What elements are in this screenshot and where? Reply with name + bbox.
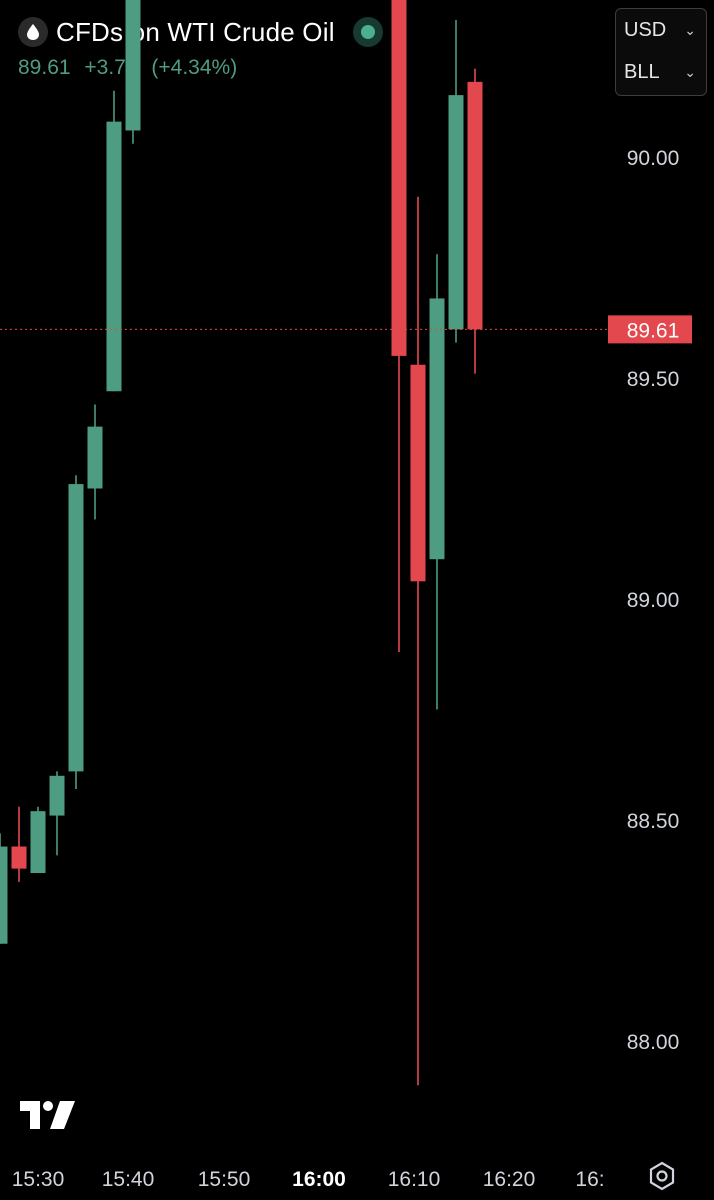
unit-dropdown[interactable]: BLL ⌄ [624, 57, 700, 87]
oil-drop-icon [18, 17, 48, 47]
chevron-down-icon: ⌄ [684, 21, 696, 38]
y-axis: 88.0088.5089.0089.5090.0090.5091.0091.50… [627, 147, 680, 1054]
currency-unit-selector: USD ⌄ BLL ⌄ [615, 8, 707, 96]
candle-body [467, 81, 483, 330]
y-tick-label: 90.00 [627, 147, 680, 170]
candle [106, 90, 122, 392]
candle [68, 475, 84, 790]
last-price-label-bg [608, 315, 692, 344]
candle-body [106, 121, 122, 392]
candle-body [87, 426, 103, 489]
settings-gear-icon[interactable] [646, 1160, 678, 1197]
candle [391, 0, 407, 653]
candle [125, 0, 141, 144]
candle-body [68, 484, 84, 772]
candle-body [49, 775, 65, 816]
unit-value: BLL [624, 60, 660, 83]
last-price: 89.61 [18, 56, 71, 79]
price-summary: 89.61 +3.73 (+4.34%) [18, 56, 383, 80]
candle-body [0, 846, 8, 944]
tradingview-logo[interactable] [20, 1101, 76, 1134]
currency-dropdown[interactable]: USD ⌄ [624, 15, 700, 45]
candle [410, 196, 426, 1086]
candle-body [391, 0, 407, 356]
candle-body [429, 298, 445, 560]
last-price-label: 89.61 [627, 319, 680, 342]
y-tick-label: 88.00 [627, 1031, 680, 1054]
candle-body [410, 364, 426, 582]
x-tick-label: 16: [575, 1168, 604, 1191]
candle-body [30, 811, 46, 874]
candle-body [448, 95, 464, 330]
candle-body [11, 846, 27, 869]
market-status-dot-icon[interactable] [352, 17, 383, 47]
last-price-line-group: 89.61 [0, 315, 692, 344]
candle [467, 68, 483, 374]
currency-value: USD [624, 18, 667, 41]
candle [11, 806, 27, 882]
chevron-down-icon: ⌄ [684, 63, 696, 80]
x-tick-label: 15:40 [102, 1168, 155, 1191]
x-tick-label: 16:20 [483, 1168, 536, 1191]
candle-body [125, 0, 141, 131]
candle [49, 771, 65, 856]
price-change-percent: (+4.34%) [151, 56, 238, 79]
x-tick-label: 16:00 [292, 1168, 346, 1191]
candle [429, 254, 445, 710]
chart-header: CFDs on WTI Crude Oil 89.61 +3.73 (+4.34… [18, 14, 383, 80]
candle [448, 19, 464, 343]
market-status-dot [360, 25, 375, 39]
title-row: CFDs on WTI Crude Oil [18, 14, 383, 50]
candles-group [0, 0, 483, 1086]
x-tick-label: 15:30 [12, 1168, 65, 1191]
candle [30, 806, 46, 874]
candle [87, 404, 103, 520]
x-tick-label: 15:50 [198, 1168, 251, 1191]
candle [0, 833, 8, 944]
y-tick-label: 89.00 [627, 589, 680, 612]
price-change: +3.73 [84, 56, 138, 79]
y-tick-label: 89.50 [627, 368, 680, 391]
y-tick-label: 88.50 [627, 810, 680, 833]
symbol-title[interactable]: CFDs on WTI Crude Oil [56, 16, 335, 47]
x-tick-label: 16:10 [388, 1168, 441, 1191]
x-axis: 15:30 15:40 15:50 16:00 16:10 16:20 16: [12, 1168, 605, 1191]
